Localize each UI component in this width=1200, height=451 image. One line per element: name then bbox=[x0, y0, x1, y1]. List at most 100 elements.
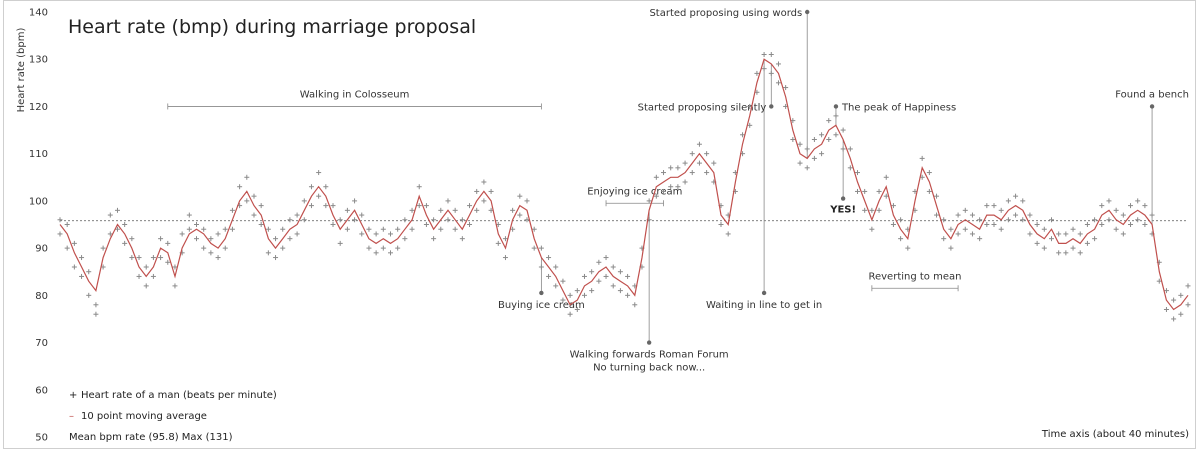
data-point bbox=[330, 222, 336, 227]
data-point bbox=[308, 184, 314, 190]
data-point bbox=[998, 226, 1004, 232]
data-point bbox=[122, 240, 128, 246]
data-point bbox=[1020, 217, 1026, 223]
data-point bbox=[423, 203, 429, 209]
data-point bbox=[1120, 212, 1126, 218]
data-point bbox=[855, 170, 861, 176]
data-point bbox=[610, 264, 616, 270]
data-point bbox=[1142, 222, 1148, 227]
data-point bbox=[740, 132, 746, 138]
data-point bbox=[747, 122, 753, 128]
data-point bbox=[610, 283, 616, 289]
data-point bbox=[1106, 217, 1112, 223]
data-point bbox=[1020, 198, 1026, 204]
data-point bbox=[991, 222, 997, 227]
data-point bbox=[991, 203, 997, 209]
data-point bbox=[71, 240, 77, 246]
data-point bbox=[445, 217, 451, 223]
data-point bbox=[165, 240, 171, 246]
legend-ma-marker: – bbox=[69, 411, 74, 422]
data-point bbox=[294, 212, 300, 218]
data-point bbox=[941, 217, 947, 223]
data-point bbox=[344, 226, 350, 232]
data-point bbox=[1128, 222, 1134, 227]
data-point bbox=[1056, 250, 1062, 256]
data-point bbox=[229, 226, 235, 232]
data-point bbox=[775, 80, 781, 86]
data-point bbox=[201, 226, 207, 232]
y-tick-label: 140 bbox=[29, 8, 48, 19]
data-point bbox=[143, 264, 149, 270]
data-point bbox=[481, 179, 487, 185]
data-point bbox=[273, 236, 279, 242]
data-point bbox=[1113, 226, 1119, 232]
data-point bbox=[581, 292, 587, 298]
annotation: Enjoying ice cream bbox=[587, 186, 682, 207]
data-point bbox=[86, 269, 92, 275]
data-point bbox=[1163, 307, 1169, 312]
data-point bbox=[919, 155, 925, 161]
annotation: Buying ice cream bbox=[498, 257, 585, 311]
data-point bbox=[373, 250, 379, 256]
data-point bbox=[1092, 217, 1098, 223]
data-point bbox=[301, 217, 307, 223]
data-point bbox=[783, 85, 789, 91]
data-point bbox=[158, 236, 164, 242]
legend-ma-label: 10 point moving average bbox=[81, 411, 207, 422]
data-point bbox=[754, 70, 760, 76]
data-point bbox=[898, 236, 904, 242]
data-point bbox=[445, 198, 451, 204]
data-point bbox=[1135, 217, 1141, 223]
data-point bbox=[819, 151, 825, 157]
y-axis-label: Heart rate (bpm) bbox=[16, 28, 27, 113]
data-point bbox=[948, 245, 954, 251]
data-point bbox=[1077, 231, 1083, 237]
data-point bbox=[819, 132, 825, 138]
data-point bbox=[898, 217, 904, 223]
y-tick-label: 110 bbox=[29, 149, 48, 160]
data-point bbox=[840, 146, 846, 152]
data-point bbox=[761, 52, 767, 57]
data-point bbox=[1084, 240, 1090, 246]
data-point bbox=[790, 137, 796, 142]
annotation: Started proposing using words bbox=[649, 8, 810, 159]
annotation-label: Walking in Colosseum bbox=[300, 89, 410, 100]
data-point bbox=[775, 61, 781, 67]
data-point bbox=[165, 259, 171, 265]
data-point bbox=[977, 236, 983, 242]
data-point bbox=[653, 193, 659, 199]
data-point bbox=[675, 165, 681, 171]
data-point bbox=[1063, 231, 1069, 237]
data-point bbox=[301, 198, 307, 204]
data-point bbox=[984, 203, 990, 209]
data-point bbox=[984, 222, 990, 227]
data-point bbox=[567, 292, 573, 298]
data-point bbox=[869, 207, 875, 213]
data-point bbox=[546, 255, 552, 261]
data-point bbox=[1099, 222, 1105, 227]
data-point bbox=[481, 198, 487, 204]
data-point bbox=[215, 255, 221, 261]
data-point bbox=[581, 273, 587, 279]
data-point bbox=[280, 245, 286, 251]
data-point bbox=[387, 250, 393, 256]
data-point bbox=[337, 240, 343, 246]
data-point bbox=[258, 222, 264, 227]
data-point bbox=[352, 198, 358, 204]
data-point bbox=[143, 283, 149, 289]
data-point bbox=[452, 207, 458, 213]
data-point bbox=[840, 127, 846, 133]
annotation-label: Reverting to mean bbox=[868, 271, 961, 282]
data-point bbox=[186, 212, 192, 218]
data-point bbox=[107, 231, 113, 237]
data-point bbox=[416, 184, 422, 190]
data-point bbox=[344, 207, 350, 213]
data-point bbox=[1099, 203, 1105, 209]
data-point bbox=[955, 231, 961, 237]
data-point bbox=[905, 245, 911, 251]
data-point bbox=[761, 66, 767, 72]
data-point bbox=[804, 146, 810, 152]
data-point bbox=[862, 188, 868, 194]
legend: + Heart rate of a man (beats per minute)… bbox=[69, 390, 277, 443]
legend-points-label: Heart rate of a man (beats per minute) bbox=[81, 390, 277, 401]
